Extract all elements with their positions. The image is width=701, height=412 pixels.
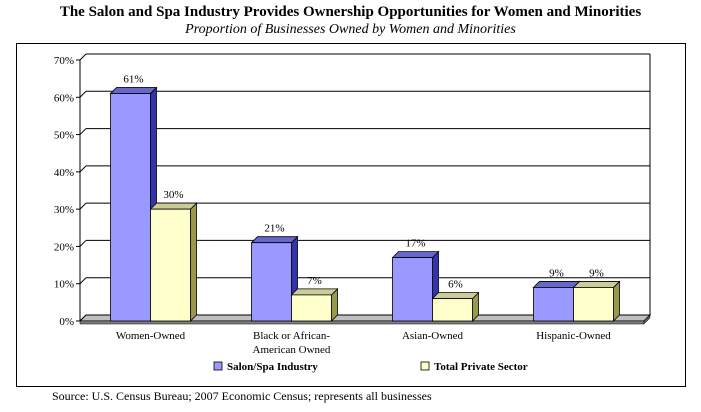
data-label: 6% (448, 279, 463, 291)
bar-total-private (432, 298, 473, 322)
data-label: 21% (264, 223, 284, 235)
bar-salon-spa (110, 93, 151, 322)
x-tick-label: Hispanic-Owned (536, 330, 611, 342)
source-note: Source: U.S. Census Bureau; 2007 Economi… (52, 389, 432, 403)
y-tick-label: 30% (54, 204, 74, 216)
data-label: 30% (163, 189, 183, 201)
gridline-diagonal (79, 90, 87, 98)
bar-top (431, 292, 480, 300)
bar-total-private (150, 208, 191, 322)
gridline-diagonal (79, 202, 87, 210)
legend-swatch-salon-spa (213, 361, 223, 371)
y-tick-label: 0% (59, 316, 74, 328)
bar-top (250, 236, 299, 244)
bar-salon-spa (533, 287, 574, 322)
bar-total-private (573, 287, 614, 322)
bar-side (613, 280, 620, 322)
bar-top (109, 87, 158, 94)
legend-label: Total Private Sector (434, 361, 528, 373)
chart-subtitle: Proportion of Businesses Owned by Women … (185, 22, 516, 37)
legend-label: Salon/Spa Industry (227, 361, 318, 373)
bar-top (391, 251, 440, 259)
gridline-diagonal (79, 240, 87, 247)
bar-top (290, 288, 339, 296)
gridline-diagonal (79, 53, 87, 61)
gridline-diagonal (79, 128, 87, 135)
bar-top (532, 281, 581, 288)
data-label: 9% (589, 267, 604, 279)
x-tick-label: American Owned (253, 344, 331, 356)
legend-swatch-total-private (420, 361, 430, 371)
bar-top (572, 281, 621, 288)
y-tick-label: 20% (54, 241, 74, 253)
data-label: 7% (307, 275, 322, 287)
data-label: 17% (405, 238, 425, 250)
chart-floor-front (79, 320, 645, 325)
y-tick-label: 50% (54, 130, 74, 142)
y-tick-label: 60% (54, 92, 74, 104)
y-tick-label: 10% (54, 279, 74, 291)
gridline-diagonal (79, 165, 87, 173)
y-tick-label: 40% (54, 167, 74, 179)
gridline-diagonal (79, 277, 87, 285)
x-tick-label: Women-Owned (116, 330, 186, 342)
chart-title: The Salon and Spa Industry Provides Owne… (59, 4, 642, 20)
bar-top (149, 202, 198, 210)
chart-frame (16, 43, 686, 387)
bar-salon-spa (392, 257, 433, 322)
y-tick-label: 70% (54, 55, 74, 67)
bar-side (190, 202, 197, 322)
bar-total-private (291, 294, 332, 322)
x-tick-label: Asian-Owned (402, 330, 464, 342)
bar-salon-spa (251, 242, 292, 322)
x-tick-label: Black or African- (253, 330, 330, 342)
chart-floor-side (643, 314, 651, 325)
data-label: 9% (549, 267, 564, 279)
data-label: 61% (123, 74, 143, 86)
